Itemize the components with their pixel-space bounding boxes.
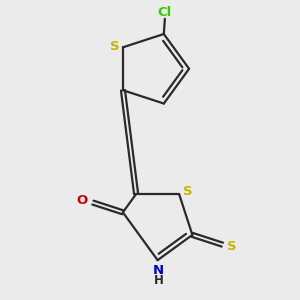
Text: O: O — [76, 194, 88, 207]
Text: S: S — [183, 185, 193, 198]
Text: H: H — [154, 274, 164, 287]
Text: N: N — [153, 264, 164, 277]
Text: Cl: Cl — [158, 6, 172, 19]
Text: S: S — [226, 240, 236, 253]
Text: S: S — [110, 40, 119, 53]
